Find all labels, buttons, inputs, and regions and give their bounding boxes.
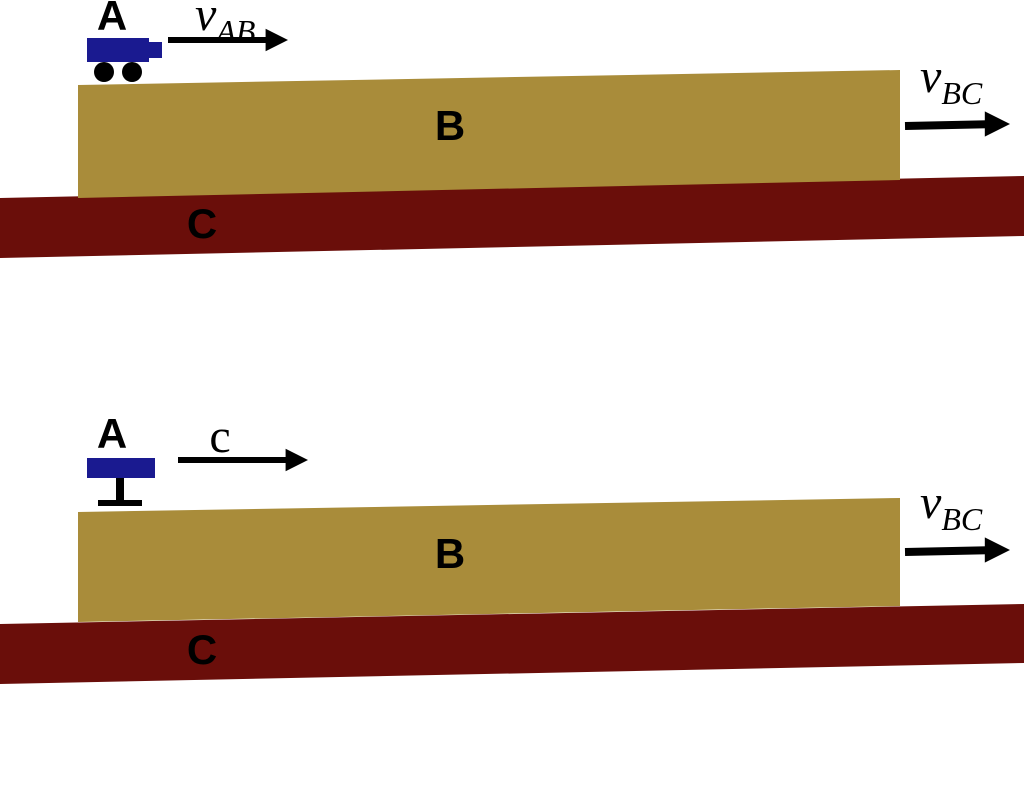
bottom-emitter-body [87,458,155,478]
top-cart-handle [149,42,162,58]
bottom-label-c: C [187,626,217,673]
top-label-a: A [97,0,127,39]
top-cart-wheel-2 [122,62,142,82]
bottom-emitter-post [116,478,124,502]
top-label-c: C [187,200,217,247]
bottom-label-c-speed: c [209,410,230,463]
top-cart-wheel-1 [94,62,114,82]
top-block-b [78,70,900,198]
bottom-label-b: B [435,530,465,577]
bottom-arrow-c [178,449,308,471]
bottom-block-b [78,498,900,622]
bottom-emitter-base [98,500,142,506]
bottom-label-a: A [97,410,127,457]
top-label-b: B [435,102,465,149]
bottom-arrow-vbc [905,537,1010,562]
top-arrow-vbc [905,111,1010,136]
bottom-label-vbc: vBC [920,476,983,537]
top-label-vbc: vBC [920,50,983,111]
top-cart-body [87,38,149,62]
